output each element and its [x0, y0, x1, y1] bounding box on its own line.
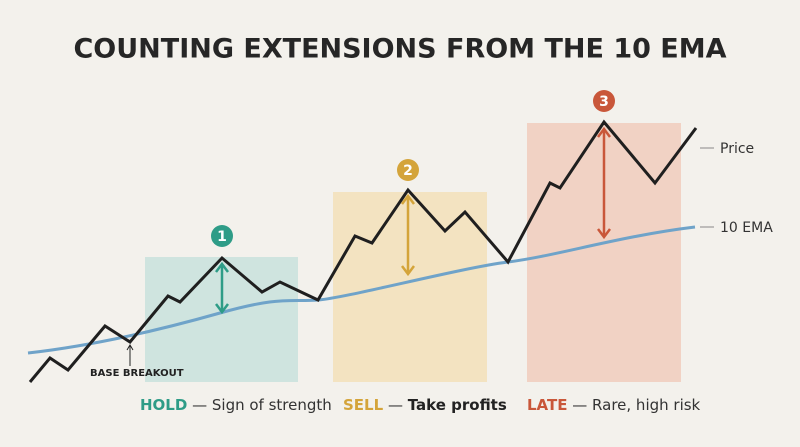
- arrow-head: [597, 126, 611, 240]
- title: COUNTING EXTENSIONS FROM THE 10 EMA: [73, 34, 726, 65]
- badge: [397, 159, 419, 181]
- badge: [211, 225, 233, 247]
- price-label: Price: [720, 141, 754, 157]
- caption-note: Rare, high risk: [592, 396, 701, 414]
- breakout-arrow-head: [126, 344, 134, 351]
- zone-box: [333, 192, 487, 382]
- arrow-head: [215, 261, 229, 315]
- breakout-label: BASE BREAKOUT: [90, 368, 184, 379]
- badge-number: 3: [599, 94, 609, 110]
- badge-number: 1: [217, 229, 227, 245]
- badge-number: 2: [403, 163, 413, 179]
- caption-note: Take profits: [408, 396, 507, 414]
- caption-separator: —: [192, 396, 207, 414]
- caption-separator: —: [572, 396, 587, 414]
- caption-note: Sign of strength: [212, 396, 332, 414]
- caption-separator: —: [388, 396, 403, 414]
- badge: [593, 90, 615, 112]
- caption-action: HOLD: [140, 396, 187, 414]
- ema-label: 10 EMA: [720, 220, 773, 236]
- extension-arrows: [215, 126, 611, 315]
- caption-action: SELL: [343, 396, 384, 414]
- caption-action: LATE: [527, 396, 567, 414]
- caption: SELL — Take profits: [343, 396, 507, 414]
- caption: HOLD — Sign of strength: [140, 396, 332, 414]
- price-line: [28, 119, 698, 383]
- caption: LATE — Rare, high risk: [527, 396, 701, 414]
- arrow-head: [401, 193, 415, 277]
